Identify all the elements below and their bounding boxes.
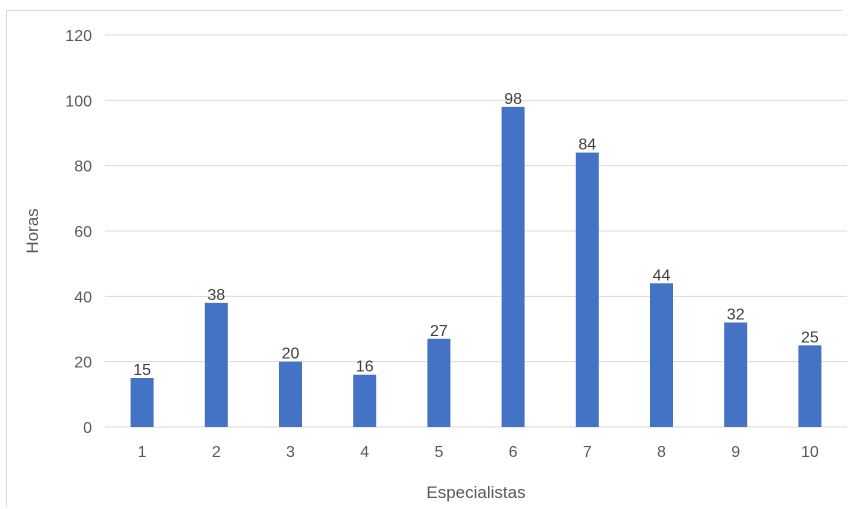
y-tick-label: 100 <box>65 93 92 110</box>
bar <box>724 322 748 427</box>
x-tick-label: 9 <box>731 444 740 461</box>
x-tick-label: 8 <box>657 444 666 461</box>
x-axis-ticks: 1 2 3 4 5 6 7 8 9 10 <box>138 444 819 461</box>
bar <box>279 361 302 427</box>
x-tick-label: 5 <box>434 444 443 461</box>
x-tick-label: 6 <box>509 444 518 461</box>
y-tick-label: 60 <box>74 224 92 241</box>
data-labels: 15 38 20 16 27 98 84 44 32 25 <box>133 91 819 379</box>
data-label: 98 <box>504 91 522 108</box>
data-label: 15 <box>133 362 151 379</box>
data-label: 32 <box>727 306 745 323</box>
bars <box>130 106 822 427</box>
data-label: 38 <box>207 287 225 304</box>
data-label: 16 <box>356 359 374 376</box>
y-tick-label: 80 <box>74 159 92 176</box>
y-tick-label: 120 <box>65 28 92 45</box>
x-tick-label: 7 <box>583 444 592 461</box>
bar <box>650 283 673 427</box>
data-label: 84 <box>578 137 596 154</box>
x-tick-label: 3 <box>286 444 295 461</box>
data-label: 27 <box>430 323 448 340</box>
bar <box>575 152 599 427</box>
data-label: 25 <box>801 329 819 346</box>
bar <box>204 302 228 427</box>
y-tick-label: 20 <box>74 355 92 372</box>
y-tick-label: 40 <box>74 289 92 306</box>
chart-frame <box>6 10 842 507</box>
data-label: 20 <box>282 346 300 363</box>
y-axis-title: Horas <box>23 208 42 253</box>
data-label: 44 <box>653 267 671 284</box>
bar <box>427 338 451 427</box>
x-tick-label: 2 <box>212 444 221 461</box>
x-tick-label: 1 <box>138 444 147 461</box>
x-tick-label: 4 <box>360 444 369 461</box>
x-axis-title: Especialistas <box>426 483 525 502</box>
gridlines <box>105 34 847 428</box>
bar <box>130 378 154 427</box>
bar <box>501 106 525 427</box>
bar <box>798 345 822 427</box>
x-tick-label: 10 <box>801 444 819 461</box>
y-tick-label: 0 <box>83 420 92 437</box>
bar <box>353 374 377 427</box>
y-axis-ticks: 0 20 40 60 80 100 120 <box>65 28 92 437</box>
